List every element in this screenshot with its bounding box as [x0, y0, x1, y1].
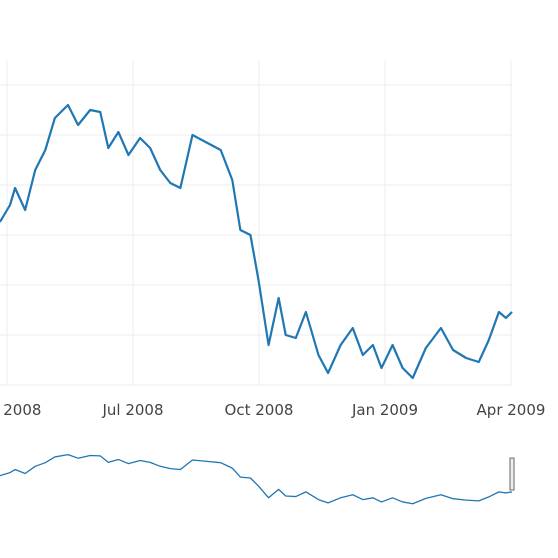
x-tick-label: Jan 2009 — [351, 401, 418, 419]
x-tick-label: Apr 2009 — [477, 401, 546, 419]
line — [0, 103, 513, 380]
x-tick-label: Oct 2008 — [225, 401, 294, 419]
rangeslider-line — [0, 453, 513, 505]
x-tick-label: Apr 2008 — [0, 401, 41, 419]
x-tick-label: Jul 2008 — [101, 401, 163, 419]
rangeslider-handle — [509, 457, 515, 491]
